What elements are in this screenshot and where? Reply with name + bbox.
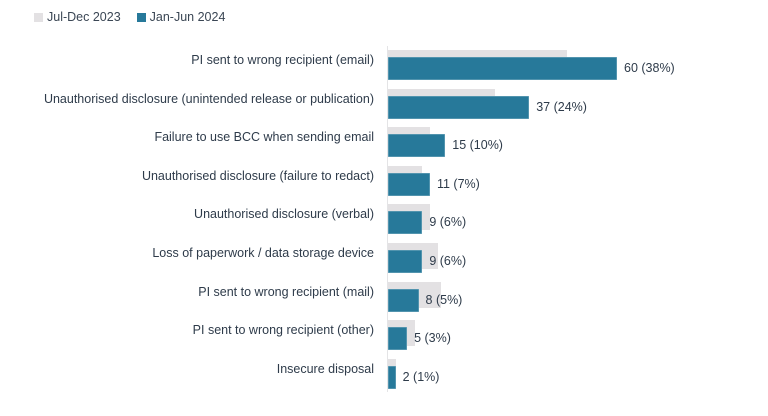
category-label: Unauthorised disclosure (failure to reda… [141, 168, 374, 183]
bar-row: Insecure disposal 2 (1%) [0, 358, 768, 397]
data-label: 5 (3%) [414, 331, 451, 346]
category-label: PI sent to wrong recipient (email) [191, 53, 374, 67]
bar-row: Unauthorised disclosure (unintended rele… [0, 88, 768, 127]
bar-jan-jun-2024 [388, 95, 530, 119]
data-label: 8 (5%) [425, 292, 463, 307]
bar-jan-jun-2024 [388, 57, 617, 80]
bar-jan-jun-2024 [388, 288, 419, 312]
category-label: Insecure disposal [276, 361, 374, 376]
legend-label-current: Jan-Jun 2024 [149, 10, 226, 24]
data-label: 15 (10%) [452, 138, 503, 153]
bar-row: PI sent to wrong recipient (email) 60 (38… [0, 50, 768, 88]
bar-jan-jun-2024 [388, 365, 396, 389]
legend-item-jan-jun-2024: Jan-Jun 2024 [136, 10, 226, 24]
legend-label-previous: Jul-Dec 2023 [47, 10, 121, 24]
bar-row: Unauthorised disclosure (failure to reda… [0, 165, 768, 204]
bar-row: PI sent to wrong recipient (mail) 8 (5%) [0, 281, 768, 320]
bar-row: Loss of paperwork / data storage device 9… [0, 243, 768, 281]
category-label: Unauthorised disclosure (unintended rele… [43, 91, 374, 106]
y-axis-line [387, 46, 388, 392]
data-label: 60 (38%) [624, 61, 675, 75]
bar-jan-jun-2024 [388, 172, 430, 196]
bar-row: Failure to use BCC when sending email 15 … [0, 127, 768, 165]
bar-row: Unauthorised disclosure (verbal) 9 (6%) [0, 204, 768, 242]
legend-swatch-current [136, 12, 146, 22]
legend-swatch-previous [34, 12, 43, 22]
bar-jan-jun-2024 [388, 134, 446, 158]
bar-jan-jun-2024 [388, 211, 423, 235]
data-label: 2 (1%) [402, 369, 440, 384]
category-label: PI sent to wrong recipient (other) [192, 323, 374, 338]
data-label: 9 (6%) [429, 254, 467, 268]
data-label: 11 (7%) [436, 176, 480, 191]
legend-item-jul-dec-2023: Jul-Dec 2023 [34, 10, 121, 24]
category-label: Loss of paperwork / data storage device [152, 246, 374, 260]
category-label: Failure to use BCC when sending email [154, 130, 374, 145]
bar-jan-jun-2024 [388, 327, 408, 351]
data-label: 9 (6%) [429, 215, 467, 230]
category-label: Unauthorised disclosure (verbal) [194, 207, 374, 222]
bar-jan-jun-2024 [388, 250, 423, 273]
category-label: PI sent to wrong recipient (mail) [198, 284, 374, 299]
chart-legend: Jul-Dec 2023 Jan-Jun 2024 [34, 10, 241, 24]
data-label: 37 (24%) [536, 99, 587, 114]
bar-row: PI sent to wrong recipient (other) 5 (3%) [0, 320, 768, 358]
